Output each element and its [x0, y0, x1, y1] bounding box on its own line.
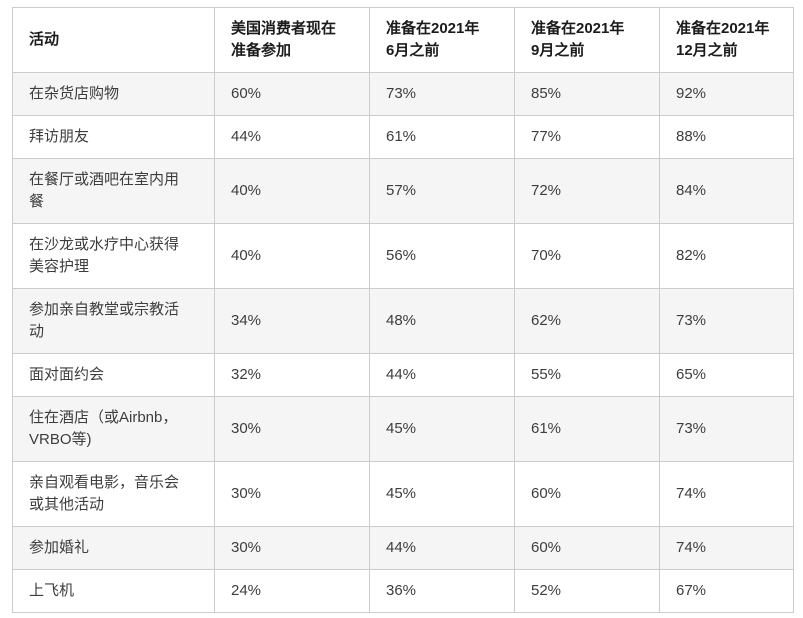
table-row: 在杂货店购物 60% 73% 85% 92% [12, 72, 794, 116]
header-cell: 准备在2021年 12月之前 [659, 7, 794, 73]
value-cell: 62% [514, 288, 660, 354]
value-cell: 60% [514, 526, 660, 570]
activity-cell: 参加婚礼 [12, 526, 215, 570]
table-row: 在餐厅或酒吧在室内用 餐 40% 57% 72% 84% [12, 158, 794, 224]
activity-cell: 在沙龙或水疗中心获得 美容护理 [12, 223, 215, 289]
value-cell: 65% [659, 353, 794, 397]
activity-cell: 亲自观看电影，音乐会 或其他活动 [12, 461, 215, 527]
activity-cell: 上飞机 [12, 569, 215, 613]
value-cell: 30% [214, 461, 370, 527]
value-cell: 45% [369, 461, 515, 527]
value-cell: 61% [369, 115, 515, 159]
value-cell: 40% [214, 223, 370, 289]
value-cell: 74% [659, 461, 794, 527]
header-cell: 活动 [12, 7, 215, 73]
activity-cell: 在餐厅或酒吧在室内用 餐 [12, 158, 215, 224]
value-cell: 30% [214, 396, 370, 462]
value-cell: 74% [659, 526, 794, 570]
value-cell: 48% [369, 288, 515, 354]
value-cell: 45% [369, 396, 515, 462]
table-row: 上飞机 24% 36% 52% 67% [12, 569, 794, 613]
value-cell: 70% [514, 223, 660, 289]
table-row: 亲自观看电影，音乐会 或其他活动 30% 45% 60% 74% [12, 461, 794, 527]
value-cell: 67% [659, 569, 794, 613]
activity-cell: 拜访朋友 [12, 115, 215, 159]
value-cell: 44% [369, 526, 515, 570]
table-body: 在杂货店购物 60% 73% 85% 92% 拜访朋友 44% 61% 77% 88% 在餐厅或酒吧… [12, 72, 794, 613]
value-cell: 36% [369, 569, 515, 613]
value-cell: 73% [659, 396, 794, 462]
value-cell: 30% [214, 526, 370, 570]
value-cell: 61% [514, 396, 660, 462]
table-row: 在沙龙或水疗中心获得 美容护理 40% 56% 70% 82% [12, 223, 794, 289]
value-cell: 34% [214, 288, 370, 354]
value-cell: 77% [514, 115, 660, 159]
value-cell: 82% [659, 223, 794, 289]
activity-cell: 在杂货店购物 [12, 72, 215, 116]
table-row: 参加亲自教堂或宗教活 动 34% 48% 62% 73% [12, 288, 794, 354]
value-cell: 24% [214, 569, 370, 613]
header-cell: 准备在2021年 9月之前 [514, 7, 660, 73]
value-cell: 84% [659, 158, 794, 224]
value-cell: 72% [514, 158, 660, 224]
consumer-readiness-table: 活动 美国消费者现在 准备参加 准备在2021年 6月之前 准备在2021年 9月之前… [12, 7, 794, 613]
header-cell: 准备在2021年 6月之前 [369, 7, 515, 73]
value-cell: 60% [514, 461, 660, 527]
value-cell: 73% [369, 72, 515, 116]
value-cell: 92% [659, 72, 794, 116]
header-cell: 美国消费者现在 准备参加 [214, 7, 370, 73]
value-cell: 44% [369, 353, 515, 397]
value-cell: 55% [514, 353, 660, 397]
activity-cell: 参加亲自教堂或宗教活 动 [12, 288, 215, 354]
value-cell: 56% [369, 223, 515, 289]
table-row: 面对面约会 32% 44% 55% 65% [12, 353, 794, 397]
value-cell: 85% [514, 72, 660, 116]
table-row: 参加婚礼 30% 44% 60% 74% [12, 526, 794, 570]
activity-cell: 住在酒店（或Airbnb， VRBO等) [12, 396, 215, 462]
table-row: 住在酒店（或Airbnb， VRBO等) 30% 45% 61% 73% [12, 396, 794, 462]
value-cell: 57% [369, 158, 515, 224]
header-row: 活动 美国消费者现在 准备参加 准备在2021年 6月之前 准备在2021年 9月之前… [12, 7, 794, 73]
value-cell: 73% [659, 288, 794, 354]
value-cell: 32% [214, 353, 370, 397]
activity-cell: 面对面约会 [12, 353, 215, 397]
table-row: 拜访朋友 44% 61% 77% 88% [12, 115, 794, 159]
value-cell: 60% [214, 72, 370, 116]
value-cell: 44% [214, 115, 370, 159]
value-cell: 88% [659, 115, 794, 159]
value-cell: 40% [214, 158, 370, 224]
value-cell: 52% [514, 569, 660, 613]
